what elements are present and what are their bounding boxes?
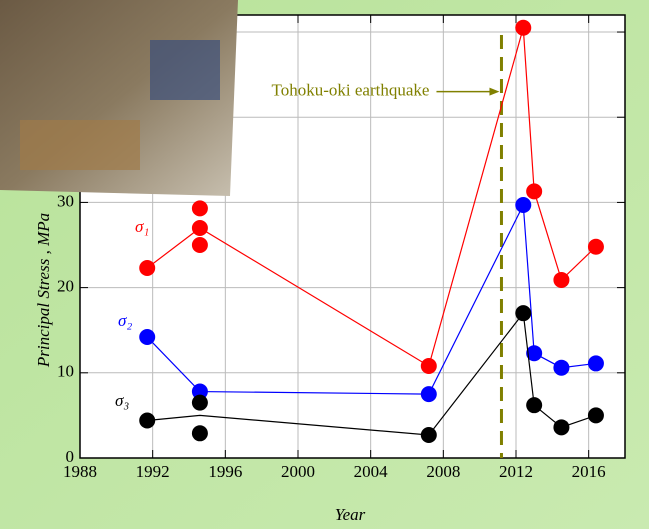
chart: 0102030405019881992199620002004200820122…	[0, 0, 649, 529]
data-point	[192, 200, 208, 216]
x-tick-label: 1996	[208, 462, 242, 481]
x-tick-label: 2012	[499, 462, 533, 481]
x-tick-label: 2000	[281, 462, 315, 481]
data-point	[553, 272, 569, 288]
data-point	[588, 355, 604, 371]
data-point	[421, 386, 437, 402]
data-point	[588, 407, 604, 423]
data-point	[139, 260, 155, 276]
x-tick-label: 1992	[136, 462, 170, 481]
data-point	[139, 329, 155, 345]
data-point	[553, 360, 569, 376]
data-point	[192, 395, 208, 411]
data-point	[515, 197, 531, 213]
page: {"chart_data": {"type": "line", "x_label…	[0, 0, 649, 529]
data-point	[192, 220, 208, 236]
data-point	[526, 397, 542, 413]
y-tick-label: 20	[57, 277, 74, 296]
data-point	[192, 237, 208, 253]
series-label: σ₃	[115, 391, 129, 410]
x-axis-title: Year	[335, 505, 366, 524]
data-point	[553, 419, 569, 435]
y-tick-label: 30	[57, 191, 74, 210]
data-point	[421, 358, 437, 374]
data-point	[421, 427, 437, 443]
y-axis-title: Principal Stress , MPa	[34, 213, 53, 368]
x-tick-label: 1988	[63, 462, 97, 481]
x-tick-label: 2004	[354, 462, 389, 481]
x-tick-label: 2008	[426, 462, 460, 481]
photo-machine	[150, 40, 220, 100]
y-tick-label: 10	[57, 362, 74, 381]
data-point	[526, 183, 542, 199]
data-point	[588, 239, 604, 255]
series-label: σ₁	[135, 217, 149, 236]
series-label: σ₂	[118, 311, 132, 330]
data-point	[515, 20, 531, 36]
photo-floor	[20, 120, 140, 170]
data-point	[192, 425, 208, 441]
data-point	[139, 413, 155, 429]
data-point	[515, 305, 531, 321]
x-tick-label: 2016	[572, 462, 606, 481]
event-label: Tohoku-oki earthquake	[272, 81, 430, 100]
